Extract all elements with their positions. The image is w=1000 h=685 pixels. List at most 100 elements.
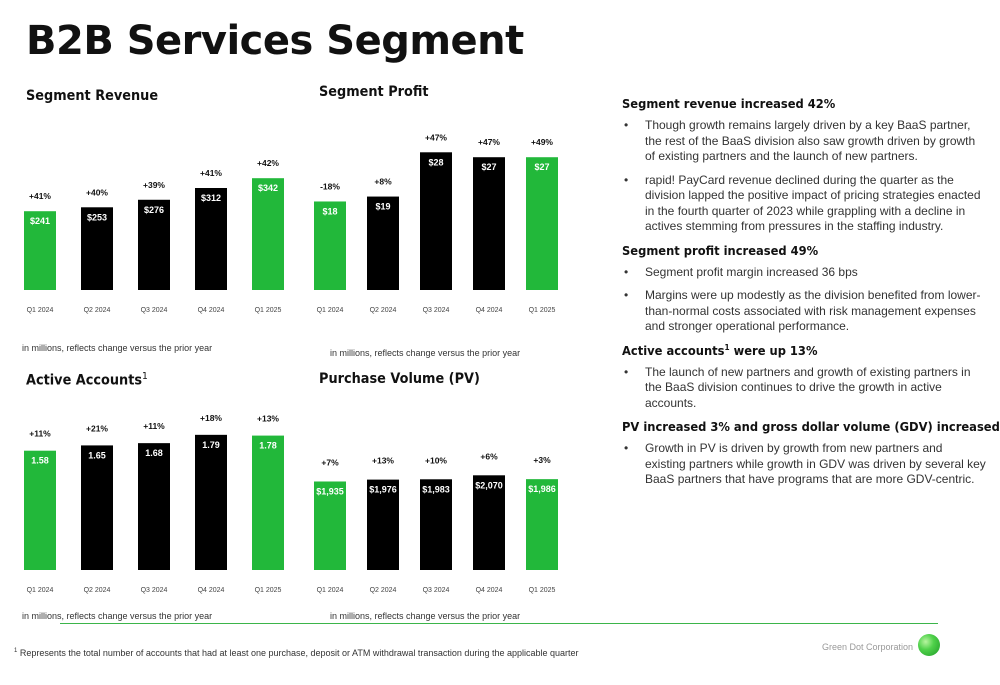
segment-revenue-note: in millions, reflects change versus the … [22, 343, 213, 353]
change-label: +7% [321, 457, 339, 467]
bar-q1-2025 [252, 435, 284, 570]
bar-value-label: $276 [144, 205, 164, 215]
bar-q4-2024 [195, 188, 227, 290]
brand-name: Green Dot Corporation [822, 642, 914, 652]
bullet-icon: • [624, 118, 629, 132]
bar-value-label: $1,976 [369, 485, 397, 495]
bar-value-label: $2,070 [475, 480, 503, 490]
bar-value-label: 1.65 [88, 450, 106, 460]
bullet-text: Segment profit margin increased 36 bps [645, 264, 858, 279]
change-label: +11% [143, 421, 165, 431]
x-tick-label: Q2 2024 [370, 587, 397, 594]
change-label: +42% [257, 158, 279, 168]
chart-title-purchase-volume: Purchase Volume (PV) [319, 371, 480, 387]
brand-logo-icon [918, 634, 940, 656]
change-label: +41% [200, 168, 222, 178]
bullet-icon: • [624, 288, 629, 302]
change-label: +18% [200, 413, 222, 423]
change-label: +41% [29, 191, 51, 201]
x-tick-label: Q1 2025 [529, 307, 556, 314]
change-label: +47% [425, 132, 447, 142]
change-label: +47% [478, 137, 500, 147]
bar-q2-2024 [367, 479, 399, 570]
chart-title-segment-profit: Segment Profit [319, 84, 429, 100]
section-heading-pv: PV increased 3% and gross dollar volume … [622, 419, 1000, 435]
pv-bullets: • Growth in PV is driven by growth from n… [616, 441, 986, 488]
segment-revenue-chart: $241 +41% Q1 2024 $253 +40% Q2 2024 $276 +39% Q3… [24, 158, 284, 314]
bar-q4-2024 [473, 475, 505, 570]
purchase-volume-note: in millions, reflects change versus the … [330, 611, 521, 621]
bar-q4-2024 [473, 157, 505, 290]
segment-profit-note: in millions, reflects change versus the … [330, 348, 521, 358]
bullet-text: The launch of new partners and growth of… [645, 364, 971, 410]
x-tick-label: Q4 2024 [476, 307, 503, 314]
footnote-marker: 1 [14, 648, 18, 654]
change-label: +10% [425, 455, 447, 465]
change-label: +11% [29, 429, 51, 439]
revenue-bullets: • Though growth remains largely driven by… [616, 118, 986, 235]
change-label: +3% [533, 455, 551, 465]
bar-value-label: $1,983 [422, 484, 450, 494]
bar-value-label: $1,935 [316, 486, 344, 496]
bullet-item: • Growth in PV is driven by growth from n… [616, 441, 986, 488]
bullet-item: • Margins were up modestly as the divisio… [616, 288, 986, 335]
bullet-text: Growth in PV is driven by growth from ne… [645, 441, 986, 487]
page-title: B2B Services Segment [26, 18, 524, 64]
bar-q1-2024 [314, 481, 346, 570]
bullet-item: • Though growth remains largely driven by… [616, 118, 986, 165]
x-tick-label: Q3 2024 [423, 587, 450, 594]
bar-q3-2024 [420, 152, 452, 290]
x-tick-label: Q1 2024 [317, 587, 344, 594]
x-tick-label: Q1 2024 [317, 307, 344, 314]
heading-text: Active accounts [622, 342, 725, 358]
x-tick-label: Q2 2024 [370, 307, 397, 314]
bar-q2-2024 [81, 207, 113, 290]
bar-q1-2024 [24, 211, 56, 290]
change-label: +49% [531, 137, 553, 147]
bar-value-label: $342 [258, 183, 278, 193]
bullet-item: • Segment profit margin increased 36 bps [616, 265, 986, 281]
bar-value-label: 1.79 [202, 440, 220, 450]
footer-divider [60, 623, 938, 624]
purchase-volume-chart: $1,935 +7% Q1 2024 $1,976 +13% Q2 2024 $1,983 +… [314, 451, 558, 594]
x-tick-label: Q3 2024 [141, 307, 168, 314]
bar-value-label: $28 [428, 157, 443, 167]
bar-q1-2024 [24, 450, 56, 570]
change-label: -18% [320, 181, 340, 191]
bullet-text: rapid! PayCard revenue declined during t… [645, 172, 981, 234]
bullet-icon: • [624, 364, 629, 379]
heading-text: were up 13% [729, 342, 818, 358]
chart-title-segment-revenue: Segment Revenue [26, 88, 159, 104]
bar-q1-2025 [526, 479, 558, 570]
x-tick-label: Q2 2024 [84, 587, 111, 594]
active-accounts-note: in millions, reflects change versus the … [22, 611, 213, 621]
change-label: +8% [374, 177, 392, 187]
section-heading-profit: Segment profit increased 49% [622, 242, 819, 258]
change-label: +21% [86, 423, 108, 433]
bullet-text: Margins were up modestly as the division… [645, 288, 981, 333]
bar-value-label: 1.58 [31, 456, 49, 466]
bar-value-label: $241 [30, 216, 50, 226]
chart-title-active-accounts-text: Active Accounts [26, 372, 143, 389]
profit-bullets: • Segment profit margin increased 36 bps … [616, 265, 986, 335]
bullet-icon: • [624, 264, 629, 279]
x-tick-label: Q4 2024 [198, 307, 225, 314]
bullet-icon: • [624, 172, 629, 187]
bar-value-label: $27 [481, 162, 496, 172]
bar-value-label: 1.78 [259, 441, 277, 451]
x-tick-label: Q1 2025 [255, 307, 282, 314]
bar-q3-2024 [138, 443, 170, 570]
bar-q1-2025 [252, 178, 284, 290]
section-heading-revenue: Segment revenue increased 42% [622, 96, 836, 111]
bullet-text: Though growth remains largely driven by … [645, 118, 976, 163]
bar-value-label: $253 [87, 212, 107, 222]
active-accounts-bullets: • The launch of new partners and growth o… [616, 365, 986, 412]
x-tick-label: Q4 2024 [198, 587, 225, 594]
bar-q1-2025 [526, 157, 558, 290]
bar-value-label: $312 [201, 193, 221, 203]
change-label: +13% [257, 414, 279, 424]
bullet-icon: • [624, 441, 629, 456]
bullet-item: • The launch of new partners and growth o… [616, 365, 986, 412]
segment-profit-chart: $18 -18% Q1 2024 $19 +8% Q2 2024 $28 +47% Q3 202… [314, 132, 558, 314]
bar-q1-2024 [314, 201, 346, 290]
